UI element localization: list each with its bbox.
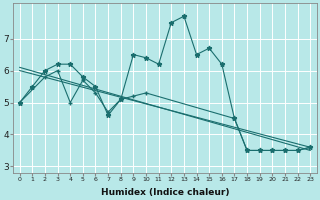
- X-axis label: Humidex (Indice chaleur): Humidex (Indice chaleur): [101, 188, 229, 197]
